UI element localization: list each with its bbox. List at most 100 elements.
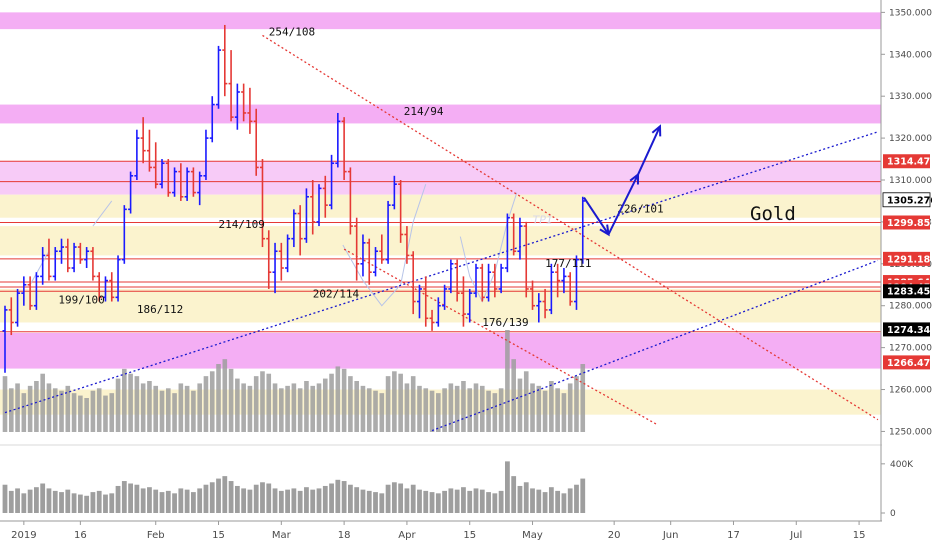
time-tick-label: 15 xyxy=(853,530,866,541)
price-label-text: 1314.476 xyxy=(887,157,932,168)
volume-bar xyxy=(184,489,190,513)
arrows-layer xyxy=(583,124,662,237)
ohlc-bar xyxy=(310,180,316,235)
volume-overlay-bar xyxy=(52,388,58,432)
ohlc-bar xyxy=(253,108,259,176)
volume-overlay-bar xyxy=(165,388,171,432)
ohlc-bar xyxy=(335,112,341,168)
ohlc-bar xyxy=(454,259,460,302)
ohlc-bar xyxy=(303,188,309,243)
volume-bar xyxy=(134,484,140,513)
ohlc-bar xyxy=(530,280,536,310)
volume-bar xyxy=(304,487,309,513)
volume-bar xyxy=(561,493,567,513)
volume-overlay-bar xyxy=(467,388,473,432)
volume-bar xyxy=(404,488,410,513)
faint-curve xyxy=(342,184,427,307)
price-tick-label: 1250.000 xyxy=(889,427,932,437)
ohlc-bar xyxy=(71,242,77,273)
ohlc-bar xyxy=(46,238,52,281)
volume-overlay-bar xyxy=(59,390,64,432)
ohlc-bar xyxy=(115,255,121,302)
volume-bar xyxy=(222,476,228,513)
volume-bar xyxy=(391,482,397,513)
time-tick-label: 15 xyxy=(463,530,476,541)
volume-overlay-bar xyxy=(122,368,127,432)
volume-bar xyxy=(448,488,454,513)
volume-bar xyxy=(197,488,203,513)
forecast-arrow xyxy=(637,125,661,175)
zone-band xyxy=(0,161,881,195)
volume-overlay-bar xyxy=(65,385,71,432)
volume-overlay-bar xyxy=(184,385,190,432)
volume-bar xyxy=(297,490,303,513)
volume-overlay-bar xyxy=(461,381,466,432)
trendline xyxy=(262,34,879,421)
volume-overlay-bar xyxy=(266,373,272,432)
ohlc-bar xyxy=(209,96,215,143)
time-tick-label: 20 xyxy=(608,530,621,541)
ohlc-bar xyxy=(216,45,222,109)
price-label-box xyxy=(883,355,930,370)
forecast-arrow-head xyxy=(651,124,662,137)
volume-overlay-bar xyxy=(379,393,385,432)
time-tick-label: 2019 xyxy=(11,530,36,541)
time-tick-label: 16 xyxy=(74,530,87,541)
volume-overlay-bar xyxy=(2,376,8,432)
ohlc-bar xyxy=(442,284,448,310)
volume-overlay-bar xyxy=(322,378,328,432)
ohlc-bar xyxy=(517,217,523,260)
volume-bar xyxy=(310,489,316,513)
ohlc-bar xyxy=(573,255,579,310)
volume-overlay-bar xyxy=(115,378,121,432)
ohlc-bar xyxy=(410,251,416,315)
volume-overlay-layer xyxy=(2,330,586,432)
ohlc-bar xyxy=(329,154,335,210)
volume-bar xyxy=(366,490,372,513)
volume-bar xyxy=(442,490,447,513)
volume-overlay-bar xyxy=(40,373,45,432)
ohlc-bar xyxy=(354,217,360,281)
volume-bar xyxy=(517,485,523,513)
trendline xyxy=(431,259,879,432)
ohlc-bar xyxy=(379,234,385,264)
zone-band xyxy=(0,332,881,369)
ohlc-bars-layer xyxy=(2,24,586,373)
ohlc-bar xyxy=(234,83,240,130)
volume-bar xyxy=(536,489,542,513)
volume-overlay-bar xyxy=(335,366,341,432)
volume-overlay-bar xyxy=(417,385,422,432)
volume-overlay-bar xyxy=(272,383,278,432)
ohlc-bar xyxy=(8,297,14,336)
volume-bar xyxy=(260,482,265,513)
zone-band xyxy=(0,194,881,218)
volume-bar xyxy=(228,481,234,513)
ohlc-bar xyxy=(511,213,517,256)
volume-bar xyxy=(34,487,39,513)
ohlc-bar xyxy=(498,263,504,294)
volume-bar xyxy=(498,490,504,513)
ohlc-bar xyxy=(109,272,115,302)
volume-overlay-bar xyxy=(530,383,535,432)
ohlc-bar xyxy=(297,205,303,256)
volume-bar xyxy=(71,493,77,513)
ohlc-bar xyxy=(435,297,441,327)
bar-annotation: 199/100 xyxy=(58,294,104,307)
ohlc-bar xyxy=(203,129,209,180)
trendlines-layer xyxy=(4,34,879,432)
ohlc-bar xyxy=(391,175,397,210)
volume-overlay-bar xyxy=(373,390,378,432)
volume-overlay-bar xyxy=(536,385,542,432)
volume-overlay-bar xyxy=(222,359,228,432)
volume-bar xyxy=(21,493,27,513)
volume-bar xyxy=(147,487,152,513)
bar-annotation: 226/101 xyxy=(617,203,663,216)
ohlc-bar xyxy=(159,159,165,189)
volume-bar xyxy=(385,484,391,513)
volume-bar xyxy=(291,488,297,513)
volume-overlay-bar xyxy=(197,383,202,432)
price-label-box xyxy=(883,215,930,230)
volume-bar xyxy=(548,487,554,513)
zone-band xyxy=(0,12,881,30)
